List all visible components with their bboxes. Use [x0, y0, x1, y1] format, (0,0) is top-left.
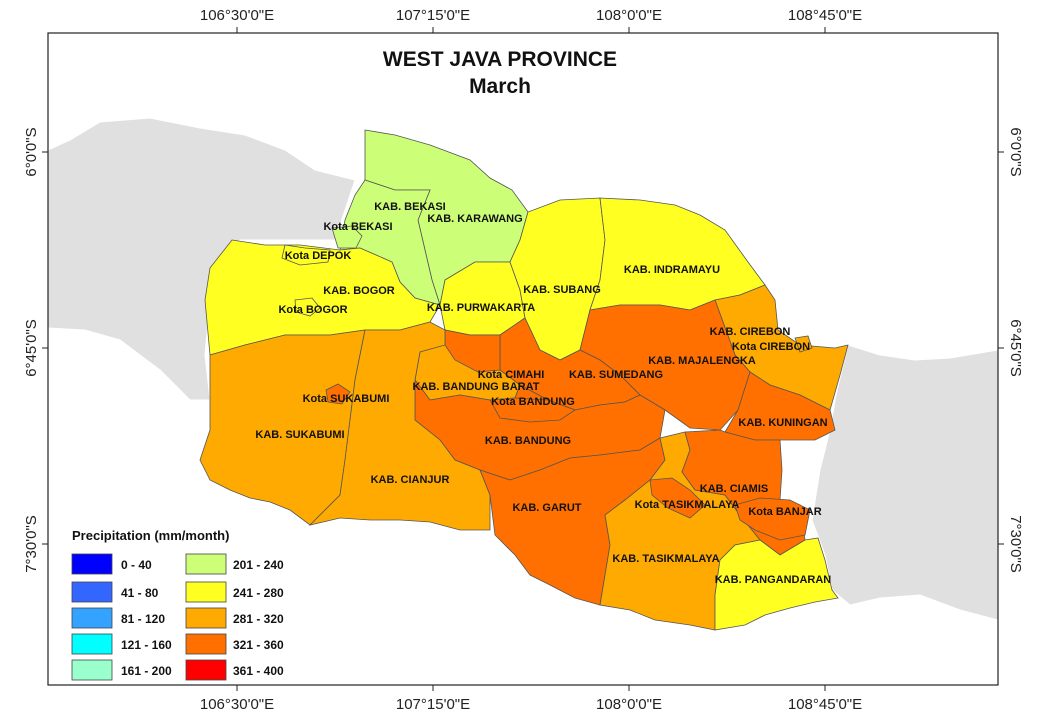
label-kab-pangandaran: KAB. PANGANDARAN [715, 574, 832, 586]
tick-bottom-1: 106°30'0"E [200, 696, 274, 713]
label-kota-bogor: Kota BOGOR [278, 304, 347, 316]
label-kota-bekasi: Kota BEKASI [323, 221, 392, 233]
label-kab-majalengka: KAB. MAJALENGKA [648, 355, 756, 367]
legend-swatch-7 [185, 581, 227, 603]
region-kota-cirebon[interactable] [794, 335, 813, 353]
tick-top-2: 107°15'0"E [396, 7, 470, 24]
legend-label-10: 361 - 400 [233, 664, 284, 678]
label-kab-tasikmalaya: KAB. TASIKMALAYA [612, 553, 719, 565]
tick-left-3: 7°30'0"S [23, 515, 40, 573]
label-kab-sukabumi: KAB. SUKABUMI [255, 429, 344, 441]
region-kota-tasikmalaya[interactable] [649, 477, 706, 519]
region-kota-banjar[interactable] [734, 497, 811, 541]
tick-top-4: 108°45'0"E [788, 7, 862, 24]
label-kab-cirebon: KAB. CIREBON [710, 326, 791, 338]
legend-swatch-2 [71, 581, 113, 603]
tick-left-2: 6°45'0"S [23, 319, 40, 377]
tick-bottom-3: 108°0'0"E [596, 696, 662, 713]
label-kab-indramayu: KAB. INDRAMAYU [624, 264, 720, 276]
tick-right-2: 6°45'0"S [1007, 319, 1024, 377]
label-kota-cirebon: Kota CIREBON [732, 341, 810, 353]
tick-top-3: 108°0'0"E [596, 7, 662, 24]
tick-labels-bottom: 106°30'0"E 107°15'0"E 108°0'0"E 108°45'0… [200, 696, 862, 713]
legend-swatch-3 [71, 607, 113, 629]
region-kota-bandung[interactable] [489, 397, 576, 423]
label-kota-cimahi: Kota CIMAHI [478, 369, 545, 381]
tick-bottom-4: 108°45'0"E [788, 696, 862, 713]
legend-label-4: 121 - 160 [121, 638, 172, 652]
label-kab-ciamis: KAB. CIAMIS [700, 483, 768, 495]
label-kab-bandung: KAB. BANDUNG [485, 435, 571, 447]
legend-label-5: 161 - 200 [121, 664, 172, 678]
tick-labels-top: 106°30'0"E 107°15'0"E 108°0'0"E 108°45'0… [200, 7, 862, 24]
tick-right-1: 6°0'0"S [1007, 127, 1024, 176]
region-kota-bekasi[interactable] [331, 225, 363, 249]
legend-label-1: 0 - 40 [121, 558, 152, 572]
label-kab-kuningan: KAB. KUNINGAN [738, 417, 827, 429]
tick-labels-right: 6°0'0"S 6°45'0"S 7°30'0"S [1007, 127, 1024, 572]
label-kota-tasikmalaya: Kota TASIKMALAYA [635, 499, 740, 511]
legend-label-3: 81 - 120 [121, 612, 165, 626]
region-kota-sukabumi[interactable] [325, 383, 351, 405]
map-frame [47, 32, 999, 686]
label-kab-purwakarta: KAB. PURWAKARTA [427, 302, 535, 314]
legend-label-6: 201 - 240 [233, 558, 284, 572]
tick-marks [42, 27, 1004, 691]
legend-swatch-4 [71, 633, 113, 655]
label-kota-sukabumi: Kota SUKABUMI [303, 393, 390, 405]
region-kota-cimahi[interactable] [444, 329, 501, 373]
label-kab-bogor: KAB. BOGOR [323, 285, 395, 297]
label-kab-bekasi: KAB. BEKASI [374, 201, 446, 213]
region-kota-depok[interactable] [281, 244, 331, 266]
legend: Precipitation (mm/month) 0 - 40 41 - 80 … [71, 528, 284, 681]
map-content: KAB. BEKASI KAB. KARAWANG Kota BEKASI Ko… [48, 117, 998, 631]
legend-column-2: 201 - 240 241 - 280 281 - 320 321 - 360 … [185, 553, 284, 681]
region-labels: KAB. BEKASI KAB. KARAWANG Kota BEKASI Ko… [255, 201, 831, 586]
legend-label-7: 241 - 280 [233, 586, 284, 600]
legend-label-2: 41 - 80 [121, 586, 159, 600]
tick-labels-left: 6°0'0"S 6°45'0"S 7°30'0"S [23, 127, 40, 572]
label-kab-sumedang: KAB. SUMEDANG [569, 369, 663, 381]
label-kab-bandung-barat: KAB. BANDUNG BARAT [413, 381, 540, 393]
label-kota-bandung: Kota BANDUNG [491, 396, 575, 408]
tick-right-3: 7°30'0"S [1007, 515, 1024, 573]
region-kab-cianjur[interactable] [308, 321, 491, 531]
label-kab-subang: KAB. SUBANG [523, 284, 601, 296]
tick-bottom-2: 107°15'0"E [396, 696, 470, 713]
legend-column-1: 0 - 40 41 - 80 81 - 120 121 - 160 161 - … [71, 553, 172, 681]
label-kota-banjar: Kota BANJAR [748, 506, 821, 518]
neighbor-land-west [48, 117, 356, 401]
region-kab-pangandaran[interactable] [714, 537, 839, 631]
legend-label-8: 281 - 320 [233, 612, 284, 626]
legend-swatch-10 [185, 659, 227, 681]
neighbor-land-east [811, 344, 998, 621]
label-kab-karawang: KAB. KARAWANG [427, 213, 522, 225]
legend-swatch-9 [185, 633, 227, 655]
map-title: WEST JAVA PROVINCE [383, 48, 617, 71]
label-kab-cianjur: KAB. CIANJUR [371, 474, 450, 486]
legend-swatch-1 [71, 553, 113, 575]
label-kab-garut: KAB. GARUT [512, 502, 581, 514]
legend-swatch-8 [185, 607, 227, 629]
legend-swatch-5 [71, 659, 113, 681]
legend-label-9: 321 - 360 [233, 638, 284, 652]
map-subtitle: March [469, 75, 531, 98]
tick-left-1: 6°0'0"S [23, 127, 40, 176]
legend-title: Precipitation (mm/month) [72, 528, 229, 543]
label-kota-depok: Kota DEPOK [285, 250, 352, 262]
legend-swatch-6 [185, 553, 227, 575]
tick-top-1: 106°30'0"E [200, 7, 274, 24]
region-kota-bogor[interactable] [294, 297, 321, 317]
